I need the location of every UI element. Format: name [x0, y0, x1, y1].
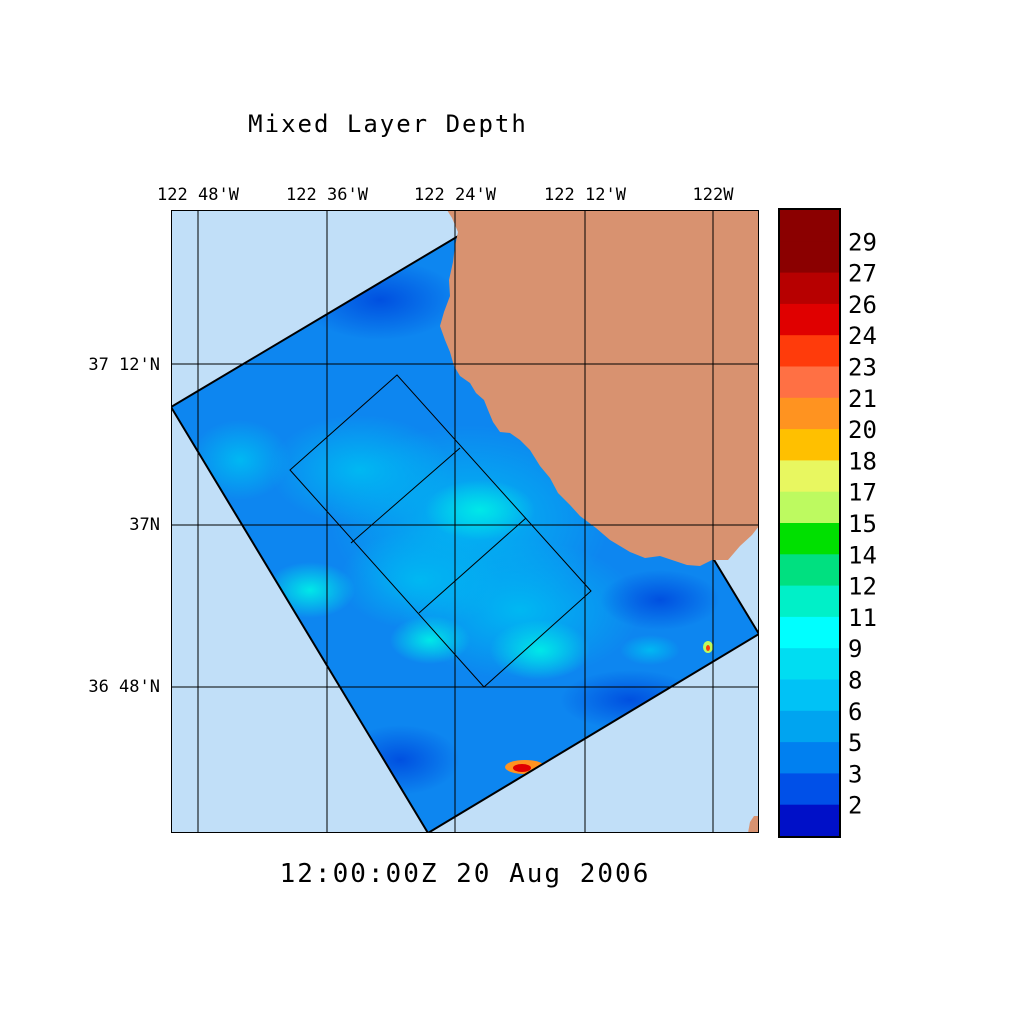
colorbar-swatch	[780, 335, 839, 367]
timestamp-label: 12:00:00Z 20 Aug 2006	[280, 859, 651, 889]
colorbar-swatch	[780, 491, 839, 524]
colorbar-swatch	[780, 585, 839, 618]
colorbar-swatch	[780, 429, 839, 461]
lon-label: 122 48'W	[157, 185, 240, 205]
colorbar-labels: 29 27 26 24 23 21 20 18 17 15 14 12 11 9 8 6 5 3 2	[848, 228, 877, 819]
colorbar-label: 9	[848, 635, 862, 663]
colorbar-label: 5	[848, 729, 862, 757]
colorbar-swatch	[780, 210, 839, 242]
map-panel	[171, 210, 759, 833]
lat-label: 36 48'N	[88, 677, 160, 697]
mld-region-mid	[340, 530, 500, 630]
lon-label: 122 12'W	[544, 185, 627, 205]
mld-hotspot-core	[706, 645, 710, 651]
colorbar-label: 27	[848, 260, 877, 288]
colorbar-swatch	[780, 272, 839, 305]
plot-title: Mixed Layer Depth	[248, 110, 528, 138]
colorbar-label: 8	[848, 667, 862, 695]
colorbar-label: 20	[848, 416, 877, 444]
colorbar-label: 14	[848, 541, 877, 569]
colorbar-label: 6	[848, 698, 862, 726]
colorbar-swatch	[780, 397, 839, 430]
mld-region-deep	[490, 620, 590, 680]
colorbar-label: 29	[848, 228, 877, 256]
colorbar: 29 27 26 24 23 21 20 18 17 15 14 12 11 9 8 6 5 3 2	[778, 208, 877, 838]
colorbar-label: 21	[848, 385, 877, 413]
mld-region-deep	[390, 616, 470, 664]
lon-label: 122 36'W	[286, 185, 369, 205]
colorbar-label: 26	[848, 291, 877, 319]
colorbar-swatch	[780, 366, 839, 399]
model-domain-field	[171, 210, 759, 833]
colorbar-swatch	[780, 554, 839, 587]
mld-region-mid	[620, 635, 680, 665]
colorbar-swatch	[780, 648, 839, 680]
longitude-labels: 122 48'W 122 36'W 122 24'W 122 12'W 122W	[157, 185, 734, 205]
colorbar-label: 17	[848, 479, 877, 507]
colorbar-swatch	[780, 742, 839, 774]
colorbar-swatch	[780, 241, 839, 274]
colorbar-label: 3	[848, 760, 862, 788]
colorbar-label: 18	[848, 447, 877, 475]
colorbar-swatch	[780, 773, 839, 806]
land-coastline	[440, 210, 759, 566]
colorbar-label: 15	[848, 510, 877, 538]
survey-box-divider	[350, 447, 461, 544]
survey-box-divider	[418, 517, 527, 614]
colorbar-swatches	[780, 210, 839, 837]
colorbar-swatch	[780, 710, 839, 743]
colorbar-swatch	[780, 616, 839, 649]
graticule	[171, 210, 759, 833]
colorbar-label: 23	[848, 354, 877, 382]
colorbar-swatch	[780, 523, 839, 555]
colorbar-frame	[778, 208, 841, 838]
colorbar-label: 11	[848, 604, 877, 632]
colorbar-label: 12	[848, 573, 877, 601]
lat-label: 37N	[129, 515, 160, 535]
mld-hotspot-core	[513, 764, 531, 772]
survey-box-outline	[289, 374, 592, 688]
land-coastline-small	[748, 816, 759, 833]
colorbar-swatch	[780, 303, 839, 336]
latitude-labels: 37 12'N 37N 36 48'N	[88, 355, 160, 697]
mld-region-shallow	[600, 570, 720, 630]
colorbar-label: 2	[848, 792, 862, 820]
lon-label: 122 24'W	[414, 185, 497, 205]
colorbar-swatch	[780, 804, 839, 837]
mld-region-mid	[270, 415, 450, 525]
colorbar-label: 24	[848, 322, 877, 350]
survey-boxes	[289, 374, 592, 688]
lon-label: 122W	[693, 185, 735, 205]
domain-outline	[171, 210, 759, 833]
colorbar-swatch	[780, 679, 839, 712]
lat-label: 37 12'N	[88, 355, 160, 375]
colorbar-swatch	[780, 460, 839, 493]
